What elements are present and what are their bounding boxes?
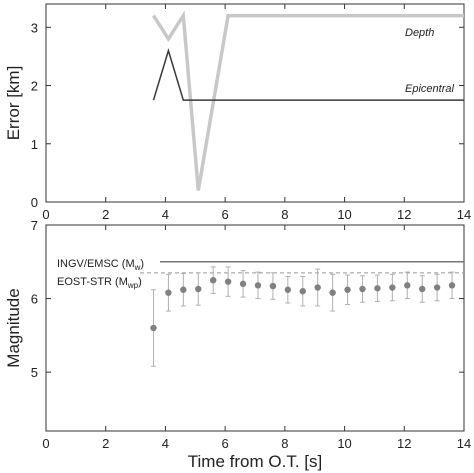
bottom-x-tick-label: 6	[222, 436, 229, 451]
magnitude-error-bars	[150, 266, 455, 367]
eost-label-sub: wp	[127, 281, 139, 290]
bottom-y-tick-label: 5	[31, 365, 38, 380]
magnitude-point	[314, 284, 321, 291]
ingv-label-sub: w	[134, 263, 141, 272]
epicentral-annotation: Epicentral	[405, 83, 454, 95]
magnitude-point	[180, 286, 187, 293]
magnitude-point	[359, 285, 366, 293]
top-panel-frame	[45, 3, 465, 203]
magnitude-point	[210, 276, 217, 284]
top-x-tick-label: 0	[42, 207, 49, 222]
top-y-tick-label: 2	[31, 79, 38, 94]
magnitude-point	[150, 324, 157, 332]
eost-label-end: )	[138, 276, 142, 288]
ingv-label-main: INGV/EMSC (M	[57, 258, 135, 270]
magnitude-points	[150, 276, 456, 332]
magnitude-point	[448, 282, 456, 289]
depth-annotation: Depth	[405, 27, 434, 39]
magnitude-point	[165, 289, 172, 296]
bottom-x-tick-label: 8	[281, 436, 288, 451]
magnitude-point	[389, 284, 396, 291]
bottom-x-tick-label: 14	[457, 436, 471, 451]
top-x-tick-label: 14	[457, 207, 471, 222]
top-x-tick-label: 6	[222, 207, 229, 222]
bottom-y-axis-label: Magnitude	[4, 288, 23, 367]
top-y-tick-label: 1	[31, 137, 38, 152]
magnitude-point	[299, 288, 306, 295]
top-y-axis-label: Error [km]	[4, 66, 23, 141]
bottom-x-tick-label: 4	[162, 436, 169, 451]
magnitude-point	[404, 282, 411, 289]
magnitude-point	[239, 280, 247, 288]
bottom-x-tick-label: 10	[337, 436, 351, 451]
bottom-x-tick-label: 2	[102, 436, 109, 451]
bottom-x-axis-label: Time from O.T. [s]	[188, 452, 322, 471]
magnitude-point	[374, 285, 381, 292]
magnitude-point	[329, 289, 336, 296]
magnitude-point	[344, 286, 351, 293]
ingv-label-end: )	[140, 258, 144, 270]
magnitude-point	[269, 282, 277, 290]
magnitude-point	[433, 284, 441, 291]
top-y-tick-label: 0	[31, 195, 38, 210]
magnitude-point	[284, 286, 292, 293]
top-x-tick-label: 4	[162, 207, 169, 222]
epicentral-series-line	[152, 47, 464, 101]
bottom-x-tick-label: 12	[397, 436, 411, 451]
top-x-tick-label: 2	[102, 207, 109, 222]
top-x-tick-label: 10	[337, 207, 351, 222]
magnitude-point	[254, 282, 262, 289]
bottom-x-tick-label: 0	[42, 436, 49, 451]
bottom-panel-ticks: 0 2 4 6 8 10 12 14 5 6 7	[31, 218, 471, 451]
top-x-tick-label: 12	[397, 207, 411, 222]
top-x-tick-label: 8	[281, 207, 288, 222]
magnitude-point	[195, 285, 202, 293]
bottom-y-tick-label: 7	[31, 218, 38, 233]
eost-label-main: EOST-STR (M	[57, 276, 128, 288]
magnitude-point	[224, 278, 232, 285]
bottom-panel-frame	[45, 224, 465, 432]
magnitude-point	[419, 285, 426, 293]
eost-reference-label: EOST-STR (Mwp)	[57, 276, 142, 290]
bottom-y-tick-label: 6	[31, 292, 38, 307]
top-y-tick-label: 3	[31, 20, 38, 35]
depth-series-line	[152, 10, 464, 191]
ingv-reference-label: INGV/EMSC (Mw)	[57, 258, 144, 272]
